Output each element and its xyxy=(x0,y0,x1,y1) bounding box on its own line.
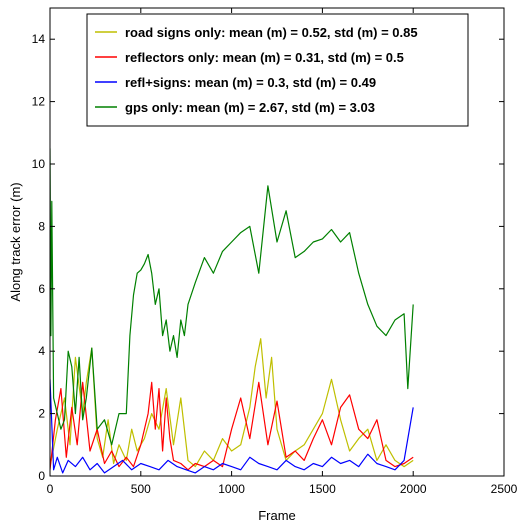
legend-label-1: road signs only: mean (m) = 0.52, std (m… xyxy=(125,25,418,40)
x-tick-label: 500 xyxy=(131,482,151,496)
series-line-4 xyxy=(50,148,414,446)
series-line-2 xyxy=(50,381,414,471)
y-tick-label: 0 xyxy=(38,469,45,483)
x-tick-label: 1500 xyxy=(309,482,336,496)
y-tick-label: 6 xyxy=(38,282,45,296)
y-tick-label: 8 xyxy=(38,219,45,233)
x-axis-title: Frame xyxy=(258,508,296,523)
y-tick-label: 14 xyxy=(32,32,46,46)
series-line-3 xyxy=(50,379,414,474)
legend-label-3: refl+signs: mean (m) = 0.3, std (m) = 0.… xyxy=(125,75,376,90)
legend-label-4: gps only: mean (m) = 2.67, std (m) = 3.0… xyxy=(125,100,375,115)
plot-series xyxy=(50,148,414,474)
legend-box xyxy=(86,13,469,127)
y-tick-label: 10 xyxy=(32,157,46,171)
y-axis-title: Along track error (m) xyxy=(8,182,23,301)
y-axis: 0 2 4 6 8 10 12 14 xyxy=(32,32,504,483)
x-tick-label: 2000 xyxy=(400,482,427,496)
y-tick-label: 12 xyxy=(32,95,46,109)
x-tick-label: 2500 xyxy=(491,482,518,496)
x-tick-label: 1000 xyxy=(218,482,245,496)
y-tick-label: 4 xyxy=(38,344,45,358)
plot-frame xyxy=(49,7,505,477)
y-tick-label: 2 xyxy=(38,407,45,421)
x-axis: 0 500 1000 1500 2000 2500 xyxy=(47,8,518,496)
series-line-1 xyxy=(50,338,414,468)
x-tick-label: 0 xyxy=(47,482,54,496)
legend: road signs only: mean (m) = 0.52, std (m… xyxy=(86,13,469,127)
legend-label-2: reflectors only: mean (m) = 0.31, std (m… xyxy=(125,50,404,65)
